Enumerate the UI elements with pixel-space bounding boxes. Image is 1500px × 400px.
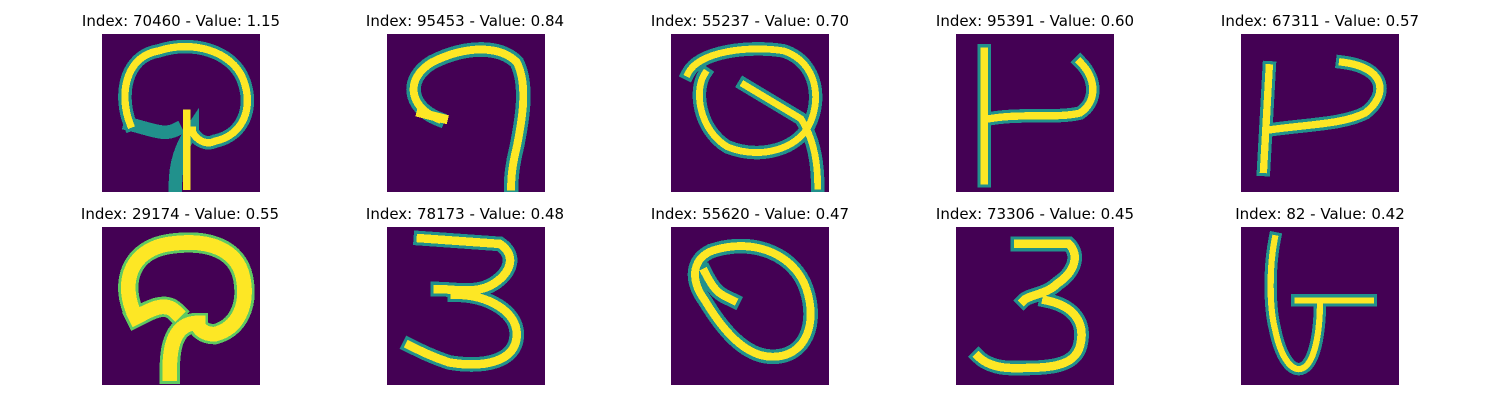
panel-title: Index: 70460 - Value: 1.15	[81, 12, 281, 30]
panel-title: Index: 73306 - Value: 0.45	[935, 205, 1135, 223]
digit-image	[102, 227, 260, 385]
digit-image	[1241, 227, 1399, 385]
digit-image	[956, 227, 1114, 385]
digit-image	[956, 34, 1114, 192]
digit-image	[671, 227, 829, 385]
panel-title: Index: 82 - Value: 0.42	[1235, 205, 1405, 223]
digit-image	[1241, 34, 1399, 192]
panel-title: Index: 95453 - Value: 0.84	[365, 12, 565, 30]
digit-image	[387, 227, 545, 385]
digit-image	[387, 34, 545, 192]
digit-image	[671, 34, 829, 192]
panel-title: Index: 78173 - Value: 0.48	[365, 205, 565, 223]
panel-title: Index: 95391 - Value: 0.60	[935, 12, 1135, 30]
panel-title: Index: 55237 - Value: 0.70	[650, 12, 850, 30]
panel-title: Index: 67311 - Value: 0.57	[1220, 12, 1420, 30]
panel-title: Index: 55620 - Value: 0.47	[650, 205, 850, 223]
panel-title: Index: 29174 - Value: 0.55	[80, 205, 280, 223]
digit-image	[102, 34, 260, 192]
